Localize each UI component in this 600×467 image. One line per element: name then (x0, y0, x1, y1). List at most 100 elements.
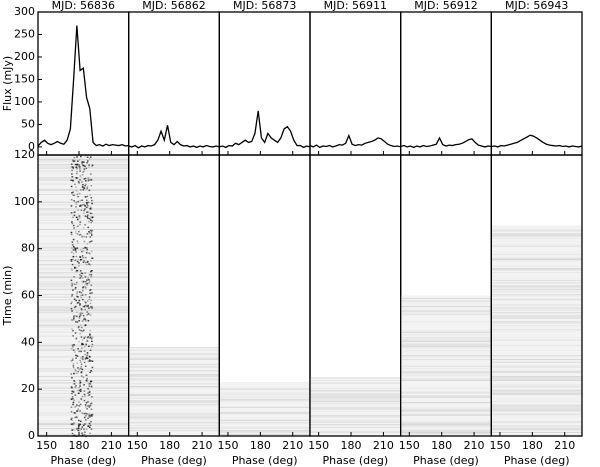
noise-streak (491, 253, 582, 254)
pulse-dot (84, 319, 87, 321)
pulse-dot (86, 185, 89, 187)
noise-streak (491, 257, 582, 259)
pulse-dot (70, 267, 73, 270)
pulse-dot (84, 294, 87, 296)
pulse-dot (74, 369, 76, 371)
noise-streak (310, 398, 401, 400)
pulse-dot (89, 334, 91, 336)
pulse-dot (70, 418, 73, 421)
pulse-dot (88, 337, 91, 339)
pulse-dot (78, 299, 81, 302)
pulse-dot (86, 187, 89, 189)
pulse-dot (81, 339, 84, 341)
noise-streak (128, 374, 220, 376)
noise-streak (400, 413, 492, 415)
waterfall-frame (490, 154, 583, 437)
x-tick-label: 210 (101, 439, 122, 452)
pulse-dot (90, 234, 93, 236)
noise-streak (38, 399, 129, 401)
pulse-dot (82, 305, 84, 308)
profile-line (400, 136, 492, 149)
noise-streak (491, 286, 582, 288)
pulse-dot (88, 296, 91, 298)
y-tick-label: 100 (14, 95, 35, 108)
observed-region (219, 382, 310, 436)
pulse-dot (89, 270, 92, 273)
pulse-dot (87, 201, 90, 204)
pulse-dot (80, 294, 82, 297)
noise-streak (491, 298, 582, 299)
noise-streak (128, 378, 220, 380)
pulse-dot (84, 196, 87, 198)
pulse-dot (83, 390, 86, 392)
pulse-dot (85, 406, 87, 408)
noise-streak (38, 222, 129, 224)
pulse-dot (80, 366, 83, 368)
pulse-dot (80, 275, 83, 277)
pulse-dot (89, 219, 92, 221)
pulse-dot (89, 194, 92, 196)
pulse-dot (81, 368, 84, 371)
x-tick-label: 210 (373, 439, 394, 452)
noise-streak (219, 392, 310, 394)
pulse-dot (80, 308, 83, 310)
pulse-dot (85, 320, 87, 322)
noise-streak (401, 407, 492, 408)
pulse-dot (80, 375, 83, 377)
noise-streak (38, 177, 129, 178)
pulse-dot (86, 156, 89, 158)
pulse-dot (85, 402, 88, 404)
pulse-dot (81, 199, 83, 201)
pulse-dot (87, 305, 89, 308)
pulse-dot (81, 434, 84, 436)
pulse-dot (77, 258, 79, 261)
pulse-dot (70, 347, 73, 350)
pulse-dot (71, 173, 73, 175)
noise-streak (491, 377, 582, 379)
noise-streak (38, 293, 129, 294)
noise-streak (400, 387, 492, 389)
pulse-dot (75, 166, 78, 168)
pulse-dot (89, 336, 92, 338)
noise-streak (38, 220, 129, 221)
pulse-dot (86, 248, 88, 251)
profile-frame (218, 11, 311, 156)
pulse-dot (75, 266, 78, 269)
pulse-dot (84, 272, 86, 274)
pulse-dot (77, 348, 79, 350)
pulse-dot (72, 366, 75, 368)
noise-streak (219, 393, 310, 395)
pulse-dot (86, 300, 89, 302)
noise-streak (310, 377, 401, 379)
pulse-dot (80, 155, 82, 158)
noise-streak (400, 424, 492, 426)
pulse-dot (70, 205, 73, 207)
pulse-dot (75, 354, 77, 357)
noise-streak (38, 264, 129, 266)
noise-streak (400, 378, 492, 380)
noise-streak (38, 249, 129, 251)
pulse-dot (79, 383, 81, 385)
pulse-dot (90, 380, 93, 382)
x-tick-label: 180 (431, 439, 452, 452)
noise-streak (38, 422, 129, 424)
pulse-dot (85, 188, 88, 190)
noise-streak (38, 308, 129, 310)
pulse-dot (80, 336, 83, 338)
pulse-dot (90, 408, 93, 410)
pulse-dot (87, 180, 90, 182)
noise-streak (491, 322, 582, 324)
pulse-dot (88, 413, 90, 415)
pulse-dot (83, 187, 86, 189)
pulse-dot (77, 225, 79, 227)
noise-streak (219, 406, 310, 408)
noise-streak (400, 373, 492, 375)
noise-streak (219, 388, 310, 390)
noise-streak (128, 370, 220, 372)
noise-streak (38, 335, 129, 337)
pulse-dot (91, 199, 93, 202)
pulse-dot (84, 336, 87, 338)
pulse-dot (79, 277, 82, 279)
pulse-dot (75, 206, 77, 208)
